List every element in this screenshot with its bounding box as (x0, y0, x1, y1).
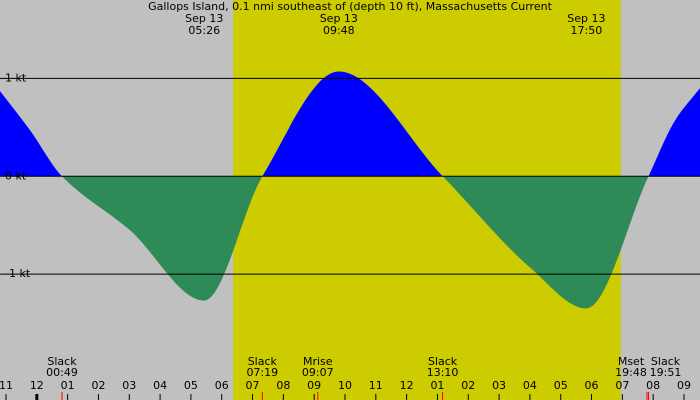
x-tick-label: 07 (615, 379, 629, 392)
peak-date: Sep 13 (185, 12, 223, 25)
event-label: Mset (618, 355, 645, 368)
x-tick-label: 05 (184, 379, 198, 392)
x-tick-label: 03 (492, 379, 506, 392)
ebb-area (0, 176, 700, 309)
x-tick-label: 01 (430, 379, 444, 392)
x-tick-label: 04 (153, 379, 167, 392)
x-tick-label: 09 (307, 379, 321, 392)
x-tick-label: 04 (523, 379, 537, 392)
x-tick-label: 12 (30, 379, 44, 392)
x-tick-label: 11 (369, 379, 383, 392)
event-label: Slack (428, 355, 458, 368)
y-tick-label: 0 kt (5, 169, 27, 182)
x-tick-label: 02 (461, 379, 475, 392)
peak-time: 05:26 (188, 24, 220, 37)
x-tick-label: 10 (338, 379, 352, 392)
peak-time: 09:48 (323, 24, 355, 37)
event-label: Slack (248, 355, 278, 368)
x-tick-label: 11 (0, 379, 13, 392)
peak-date: Sep 13 (320, 12, 358, 25)
x-tick-label: 08 (276, 379, 290, 392)
x-tick-label: 06 (215, 379, 229, 392)
peak-time: 17:50 (571, 24, 603, 37)
event-time: 13:10 (427, 366, 459, 379)
x-tick-label: 01 (61, 379, 75, 392)
x-tick-label: 05 (554, 379, 568, 392)
event-label: Slack (47, 355, 77, 368)
event-time: 09:07 (302, 366, 334, 379)
x-tick-label: 08 (646, 379, 660, 392)
x-tick-label: 02 (91, 379, 105, 392)
x-tick-label: 03 (122, 379, 136, 392)
y-tick-label: 1 kt (5, 71, 27, 84)
peak-date: Sep 13 (567, 12, 605, 25)
x-tick-label: 06 (585, 379, 599, 392)
y-tick-label: -1 kt (5, 267, 31, 280)
event-time: 19:51 (650, 366, 682, 379)
x-tick-label: 07 (246, 379, 260, 392)
x-tick-label: 12 (400, 379, 414, 392)
event-label: Slack (651, 355, 681, 368)
flood-area (0, 71, 700, 177)
event-time: 07:19 (246, 366, 278, 379)
chart-title: Gallops Island, 0.1 nmi southeast of (de… (148, 0, 552, 13)
x-tick-label: 09 (677, 379, 691, 392)
event-label: Mrise (303, 355, 333, 368)
event-time: 19:48 (615, 366, 647, 379)
event-time: 00:49 (46, 366, 78, 379)
